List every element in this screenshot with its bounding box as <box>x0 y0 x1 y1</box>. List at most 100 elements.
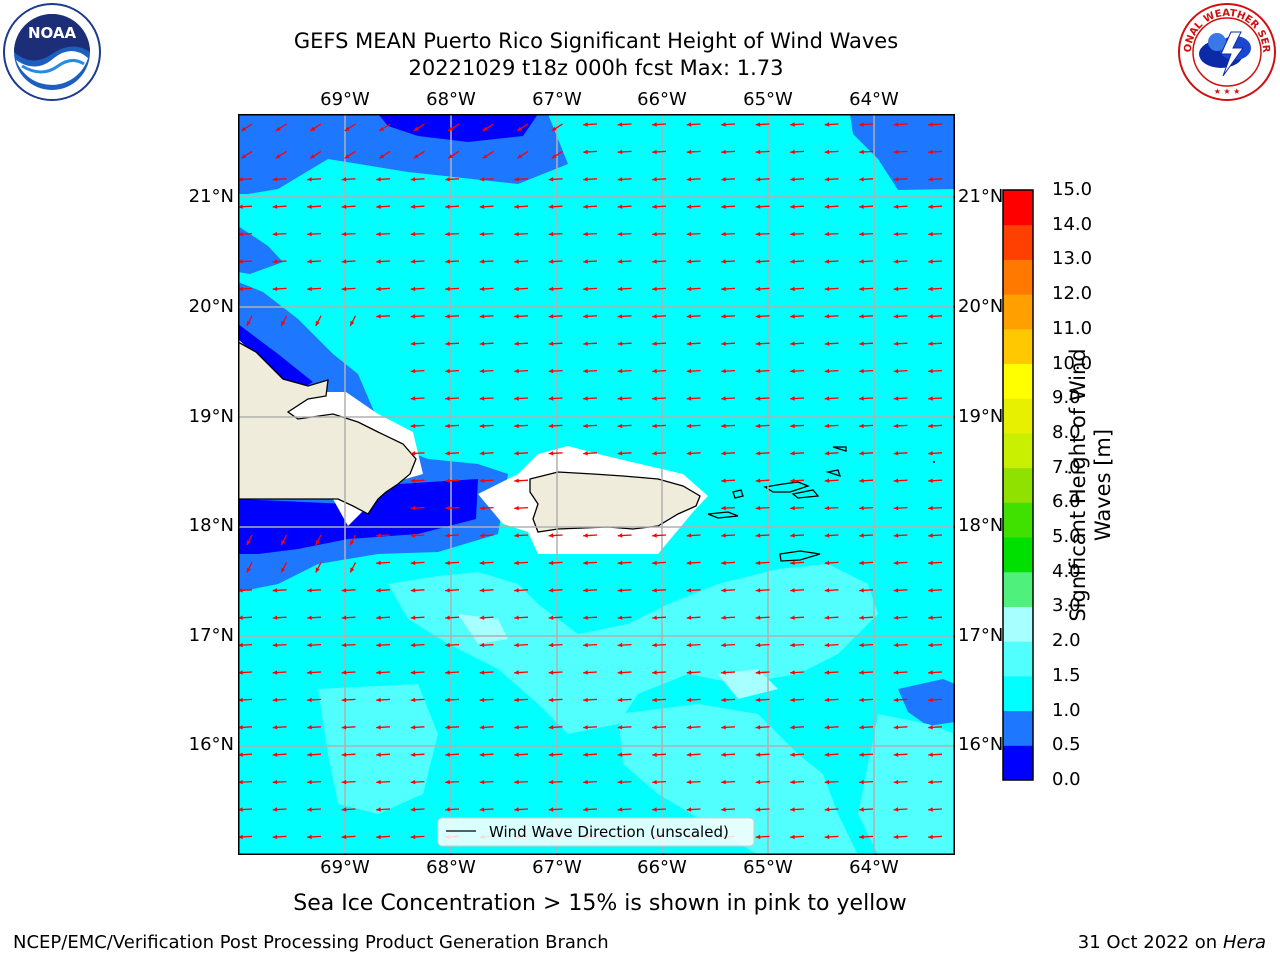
wave-direction-arrowhead <box>479 560 485 566</box>
footer-right: 31 Oct 2022 on Hera <box>1078 932 1266 954</box>
wave-direction-arrowhead <box>238 697 243 703</box>
wave-direction-arrowhead <box>755 588 761 593</box>
wave-direction-arrowhead <box>445 231 450 237</box>
wave-direction-arrowhead <box>824 697 830 703</box>
wave-direction-arrowhead <box>514 204 519 209</box>
wave-direction-arrowhead <box>514 779 519 785</box>
wave-direction-arrowhead <box>721 588 726 593</box>
wave-direction-arrowhead <box>445 286 450 292</box>
wave-direction-arrowhead <box>686 259 692 264</box>
colorbar-title-line2: Waves [m] <box>1091 428 1115 542</box>
colorbar-tick-label: 2.0 <box>1052 630 1081 652</box>
lat-label-left: 21°N <box>188 186 234 207</box>
wave-band-0.5-1.0 <box>898 679 955 726</box>
wave-direction-arrowhead <box>755 177 761 182</box>
wave-direction-arrowhead <box>479 259 485 264</box>
wave-direction-arrowhead <box>686 670 692 675</box>
wave-direction-arrowhead <box>272 779 278 785</box>
wave-direction-arrowhead <box>652 670 657 675</box>
wave-direction-arrowhead <box>376 560 381 566</box>
wave-direction-arrowhead <box>445 505 450 511</box>
wave-direction-arrowhead <box>583 451 588 456</box>
wave-direction-arrowhead <box>551 126 557 131</box>
wave-direction-arrowhead <box>445 341 450 346</box>
wave-direction-arrowhead <box>238 807 243 812</box>
wave-direction-arrowhead <box>479 642 485 648</box>
wave-direction-arrowhead <box>548 752 554 757</box>
sea-ice-caption: Sea Ice Concentration > 15% is shown in … <box>293 891 907 916</box>
wave-direction-arrowhead <box>652 231 657 237</box>
lon-label-bottom: 64°W <box>849 857 899 878</box>
wave-band-0.0-0.5 <box>378 114 538 142</box>
wave-direction-arrowhead <box>686 314 692 319</box>
land-culebra <box>732 489 744 499</box>
colorbar-tick-label: 12.0 <box>1052 283 1093 305</box>
wave-direction-arrowhead <box>790 642 795 648</box>
wave-direction-arrowhead <box>238 231 243 237</box>
wave-direction-arrowhead <box>238 779 243 785</box>
lon-label-bottom: 65°W <box>743 857 793 878</box>
wave-direction-arrowhead <box>482 126 488 131</box>
colorbar-tick-label: 7.0 <box>1052 456 1081 478</box>
wave-direction-arrowhead <box>583 725 588 730</box>
wave-direction-arrowhead <box>548 396 554 401</box>
wave-direction-arrowhead <box>652 259 657 264</box>
wave-direction-arrowhead <box>548 314 554 319</box>
wave-direction-arrowhead <box>928 231 933 237</box>
wave-direction-arrowhead <box>617 670 623 675</box>
wave-direction-arrowhead <box>721 286 726 292</box>
colorbar-tick-label: 13.0 <box>1052 248 1093 270</box>
wave-direction-arrowhead <box>928 149 933 155</box>
wave-direction-arrowhead <box>790 505 795 511</box>
wave-direction-arrowhead <box>755 779 761 785</box>
wave-direction-arrowhead <box>445 533 450 538</box>
wave-direction-arrowhead <box>617 807 623 812</box>
wave-direction-arrowhead <box>445 478 450 483</box>
wave-direction-arrowhead <box>479 396 485 401</box>
footer-date: 31 Oct 2022 on <box>1077 932 1223 953</box>
colorbar-swatch <box>1003 190 1033 226</box>
wave-direction-arrowhead <box>410 725 416 730</box>
wave-direction-arrowhead <box>859 725 864 730</box>
wave-direction-arrowhead <box>238 834 243 840</box>
wave-direction-arrowhead <box>652 725 657 730</box>
wave-direction-arrowhead <box>686 368 692 374</box>
wave-direction-arrowhead <box>514 697 519 703</box>
wave-direction-arrowhead <box>410 231 416 237</box>
wave-direction-arrowhead <box>307 752 312 757</box>
wave-direction-arrowhead <box>272 615 278 620</box>
wave-direction-arrowhead <box>755 259 761 264</box>
wave-direction-arrowhead <box>755 752 761 757</box>
wave-direction-arrowhead <box>893 615 899 620</box>
wave-direction-arrowhead <box>824 505 830 511</box>
wave-direction-arrowhead <box>307 725 312 730</box>
wave-direction-arrowhead <box>445 560 450 566</box>
wave-direction-arrowhead <box>721 807 726 812</box>
wave-direction-arrowhead <box>652 149 657 155</box>
colorbar-swatch <box>1003 398 1033 434</box>
wave-direction-arrowhead <box>548 259 554 264</box>
wave-direction-arrowhead <box>721 341 726 346</box>
wave-direction-arrowhead <box>548 533 554 538</box>
wave-direction-arrowhead <box>928 725 933 730</box>
wave-direction-arrowhead <box>238 752 243 757</box>
wave-direction-arrowhead <box>928 588 933 593</box>
map-plot: Wind Wave Direction (unscaled) <box>238 114 955 855</box>
colorbar-tick-label: 4.0 <box>1052 560 1081 582</box>
wave-direction-arrowhead <box>548 642 554 648</box>
wave-direction-arrowhead <box>790 670 795 675</box>
wave-direction-arrowhead <box>859 286 864 292</box>
wave-direction-arrowhead <box>341 670 347 675</box>
wave-direction-arrowhead <box>583 642 588 648</box>
wave-direction-arrowhead <box>410 314 416 319</box>
wave-direction-arrowhead <box>928 779 933 785</box>
wave-direction-arrowhead <box>238 259 243 264</box>
wave-direction-arrowhead <box>315 567 320 573</box>
wave-direction-arrowhead <box>272 834 278 840</box>
wave-direction-arrowhead <box>790 725 795 730</box>
wave-direction-arrowhead <box>238 204 243 209</box>
wave-direction-arrowhead <box>241 126 247 131</box>
wave-direction-arrowhead <box>413 154 419 159</box>
wave-direction-arrowhead <box>341 779 347 785</box>
wave-direction-arrowhead <box>410 451 416 456</box>
